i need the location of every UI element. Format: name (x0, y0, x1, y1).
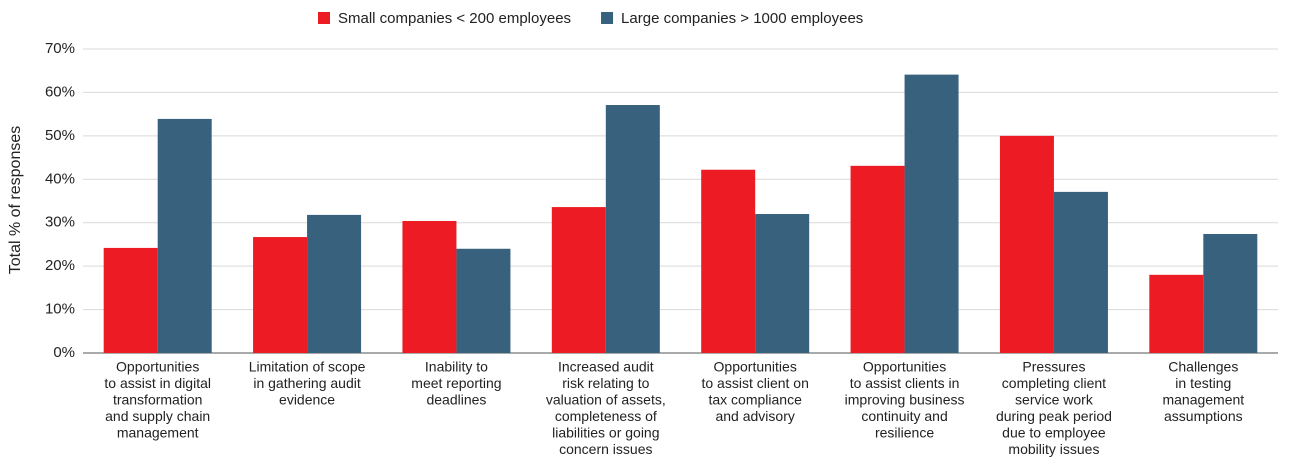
x-tick-label: assumptions (1164, 408, 1243, 424)
x-tick-label: Opportunities (116, 359, 199, 375)
x-tick-label: Inability to (425, 359, 488, 375)
x-tick-label: and supply chain (105, 408, 210, 424)
x-tick-label: completing client (1002, 375, 1106, 391)
y-tick-label: 40% (45, 170, 75, 187)
y-tick-label: 30% (45, 214, 75, 231)
legend-swatch (601, 12, 614, 24)
x-tick-label: to assist clients in (850, 375, 960, 391)
x-tick-label: Pressures (1022, 359, 1085, 375)
x-tick-label: in testing (1175, 375, 1231, 391)
legend-label: Small companies < 200 employees (338, 10, 571, 27)
x-tick-label: mobility issues (1008, 441, 1099, 457)
y-tick-label: 0% (53, 344, 75, 361)
bar (1203, 234, 1258, 353)
x-tick-label: Limitation of scope (249, 359, 366, 375)
y-tick-label: 70% (45, 40, 75, 57)
x-tick-label: due to employee (1002, 425, 1106, 441)
x-tick-label: Increased audit (558, 359, 654, 375)
bar (157, 118, 212, 353)
x-tick-label: risk relating to (562, 375, 649, 391)
x-tick-label: deadlines (426, 392, 486, 408)
x-tick-label: evidence (279, 392, 335, 408)
x-tick-label: tax compliance (708, 392, 802, 408)
bar (1053, 191, 1108, 353)
x-tick-label: liabilities or going (552, 425, 659, 441)
x-tick-label: concern issues (559, 441, 652, 457)
bar (999, 135, 1054, 353)
x-tick-label: completeness of (555, 408, 657, 424)
bar (904, 74, 959, 353)
legend-swatch (318, 12, 330, 24)
x-tick-label: Opportunities (863, 359, 946, 375)
y-tick-label: 10% (45, 301, 75, 318)
x-tick-label: transformation (113, 392, 202, 408)
bar (402, 220, 457, 353)
x-tick-label: valuation of assets, (546, 392, 666, 408)
bar (456, 248, 511, 353)
x-tick-label: to assist client on (701, 375, 808, 391)
legend-label: Large companies > 1000 employees (621, 10, 863, 27)
x-tick-label: management (117, 425, 199, 441)
bar (850, 165, 905, 353)
x-tick-label: Challenges (1168, 359, 1238, 375)
bar (701, 169, 756, 353)
bar (755, 214, 810, 353)
y-tick-label: 60% (45, 83, 75, 100)
x-tick-label: during peak period (996, 408, 1112, 424)
y-tick-label: 50% (45, 127, 75, 144)
y-tick-label: 20% (45, 257, 75, 274)
x-tick-label: to assist in digital (104, 375, 211, 391)
bar (103, 247, 158, 353)
x-tick-label: Opportunities (714, 359, 797, 375)
x-tick-label: and advisory (715, 408, 794, 424)
bar (605, 105, 660, 353)
x-tick-label: service work (1015, 392, 1094, 408)
x-tick-label: in gathering audit (253, 375, 361, 391)
x-tick-label: management (1162, 392, 1244, 408)
bar (307, 214, 362, 353)
x-tick-label: meet reporting (411, 375, 501, 391)
x-tick-label: resilience (875, 425, 934, 441)
bar (551, 207, 606, 353)
bar (1149, 274, 1204, 353)
x-tick-label: continuity and (861, 408, 947, 424)
y-axis-title: Total % of responses (7, 126, 24, 275)
x-tick-label: improving business (845, 392, 965, 408)
bar (253, 237, 308, 353)
